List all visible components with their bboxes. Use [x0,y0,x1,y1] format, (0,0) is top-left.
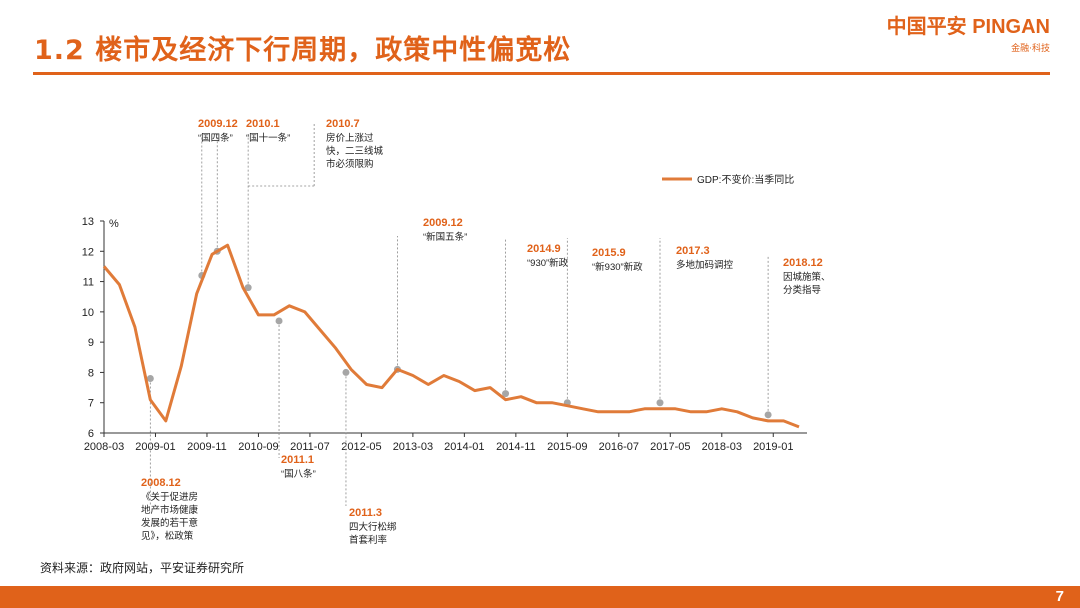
x-tick-label: 2009-01 [135,441,175,453]
annotation-text: 见》，松政策 [141,530,194,542]
annotation-date: 2011.3 [349,507,382,519]
x-tick-label: 2009-11 [187,441,227,453]
annotation-marker [146,374,154,382]
x-tick-label: 2013-03 [393,441,433,453]
annotation-date: 2009.12 [198,118,238,130]
y-tick-label: 12 [82,246,94,258]
annotation-date: 2008.12 [141,477,181,489]
annotation-marker [764,411,772,419]
y-tick-label: 11 [83,277,94,289]
footer-bar: 7 [0,586,1080,608]
annotation-text: 首套利率 [349,534,388,546]
annotation-text: 多地加码调控 [676,259,734,271]
annotation-marker [656,399,664,407]
y-tick-label: 9 [88,337,94,349]
annotation-marker [502,390,510,398]
y-tick-label: 10 [82,307,94,319]
annotation-text: 快，二三线城 [326,145,384,157]
y-tick-label: 6 [88,428,94,440]
annotation-date: 2015.9 [592,247,626,259]
annotation-date: 2010.7 [326,118,360,130]
y-tick-label: 13 [82,216,94,228]
x-tick-label: 2016-07 [599,441,639,453]
annotation-text: 四大行松绑 [349,521,397,533]
annotation-date: 2009.12 [423,217,463,229]
x-tick-label: 2014-11 [496,441,536,453]
x-tick-label: 2017-05 [650,441,690,453]
annotation-text: 分类指导 [783,284,821,296]
x-tick-label: 2015-09 [547,441,587,453]
annotation-marker [244,284,252,292]
annotation-text: 因城施策、 [783,271,831,283]
annotation-text: “930”新政 [527,257,569,269]
x-tick-label: 2012-05 [341,441,381,453]
annotation-text: 地产市场健康 [141,504,199,516]
annotation-text: “国四条” [198,132,233,144]
annotation-text: 《关于促进房 [141,491,198,503]
annotation-date: 2014.9 [527,243,561,255]
annotation-text: “国八条” [281,468,316,480]
x-tick-label: 2014-01 [444,441,484,453]
annotation-marker [342,368,350,376]
annotation-text: 市必须限购 [326,158,374,170]
brand-logo: 中国平安 PINGAN 金融·科技 [887,10,1050,54]
annotation-date: 2017.3 [676,245,710,257]
x-tick-label: 2019-01 [753,441,793,453]
source-note: 资料来源：政府网站，平安证券研究所 [40,561,245,575]
logo-tagline: 金融·科技 [1011,44,1050,54]
page-title: 1.2 楼市及经济下行周期，政策中性偏宽松 [34,35,572,66]
annotation-date: 2010.1 [246,118,280,130]
page-number: 7 [1055,588,1064,605]
annotation-text: 房价上涨过 [326,132,374,144]
title-divider [33,72,1050,75]
annotation-date: 2018.12 [783,257,823,269]
annotation-text: “新930”新政 [592,261,643,273]
x-tick-label: 2008-03 [84,441,124,453]
x-tick-label: 2011-07 [290,441,330,453]
y-axis-unit: % [109,218,119,230]
series-line-gdp [102,243,800,429]
annotation-text: “新国五条” [423,231,467,243]
x-tick-label: 2018-03 [702,441,742,453]
y-tick-label: 8 [88,367,94,379]
annotation-text: “国十一条” [246,132,290,144]
legend-label: GDP:不变价:当季同比 [697,173,794,186]
annotation-marker [275,317,283,325]
annotation-text: 发展的若干意 [141,517,198,529]
y-tick-label: 7 [88,398,94,410]
annotation-date: 2011.1 [281,454,314,466]
logo-wordmark: 中国平安 PINGAN [886,16,1050,38]
x-tick-label: 2010-09 [238,441,278,453]
